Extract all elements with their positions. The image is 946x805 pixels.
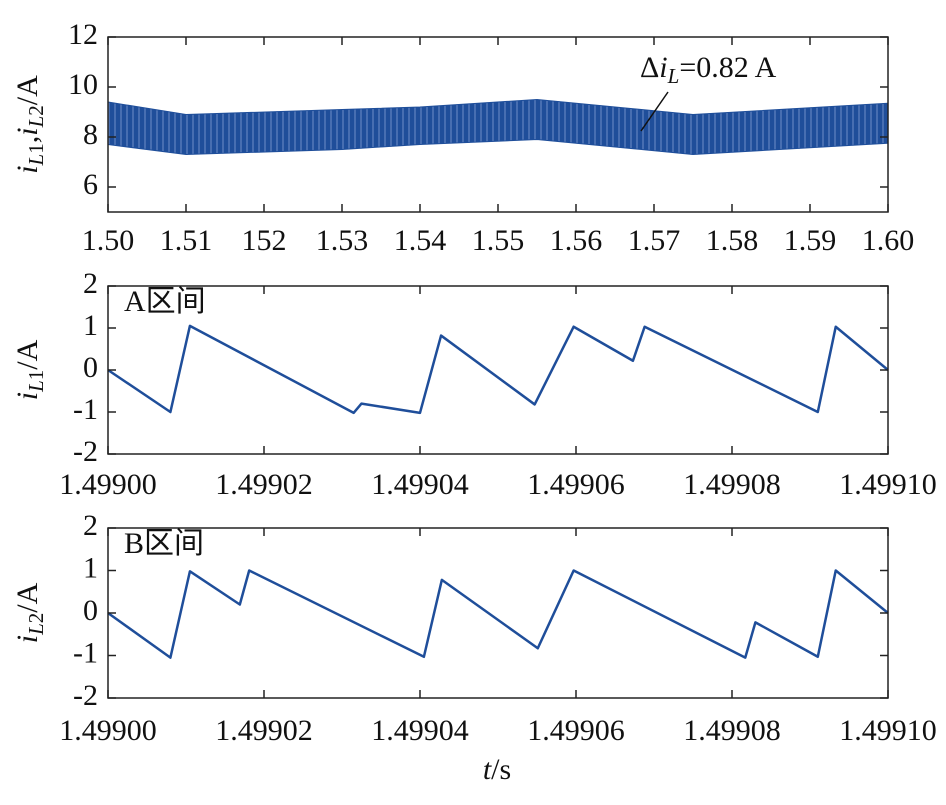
y-axis-label: iL1,iL2/A [11, 75, 48, 174]
x-tick-label: 1.57 [628, 224, 681, 257]
text-part: i [11, 392, 44, 400]
text-part: B区间 [124, 527, 204, 560]
text-part: L [24, 154, 48, 167]
x-tick-label: 1.49908 [683, 468, 781, 501]
x-tick-label: 1.49904 [371, 714, 469, 747]
x-tick-label: 152 [242, 224, 287, 257]
x-tick-label: 1.49900 [59, 468, 157, 501]
text-part: i [11, 635, 44, 643]
y-tick-label: 2 [83, 267, 98, 300]
text-part: L [24, 116, 48, 129]
x-tick-label: 1.55 [472, 224, 525, 257]
x-tick-label: 1.58 [706, 224, 759, 257]
x-tick-label: 1.49906 [527, 714, 625, 747]
y-tick-label: 0 [83, 351, 98, 384]
text-part: i [11, 165, 44, 173]
y-tick-label: -1 [73, 393, 98, 426]
x-tick-label: 1.49906 [527, 468, 625, 501]
y-tick-label: 0 [83, 594, 98, 627]
text-part: , [11, 136, 44, 144]
y-tick-label: -2 [73, 679, 98, 712]
y-tick-label: 1 [83, 309, 98, 342]
leader-line [640, 91, 669, 132]
plot-frame [107, 285, 889, 455]
annotation: A区间 [124, 285, 206, 318]
text-part: /A [11, 75, 44, 105]
ripple-band [107, 99, 889, 155]
x-tick-label: 1.56 [550, 224, 603, 257]
current-line [107, 569, 889, 659]
x-tick-label: 1.49910 [839, 468, 937, 501]
text-part: /A [11, 582, 44, 612]
annotation: B区间 [124, 527, 204, 560]
text-part: Δ [640, 51, 659, 84]
x-tick-label: 1.51 [160, 224, 213, 257]
y-axis-label: iL2/A [11, 582, 48, 643]
y-tick-label: 2 [83, 509, 98, 542]
y-tick-label: 12 [68, 18, 98, 51]
x-tick-label: 1.49904 [371, 468, 469, 501]
y-tick-label: 8 [83, 118, 98, 151]
x-tick-label: 1.60 [862, 224, 915, 257]
text-part: /A [11, 339, 44, 369]
text-part: i [11, 127, 44, 135]
text-part: 2 [24, 105, 48, 116]
text-part: L [24, 623, 48, 636]
x-tick-label: 1.53 [316, 224, 369, 257]
text-part: =0.82 A [679, 51, 776, 84]
x-tick-label: 1.49902 [215, 468, 313, 501]
x-tick-label: 1.59 [784, 224, 837, 257]
annotation: ΔiL=0.82 A [640, 51, 777, 88]
text-part: 2 [24, 613, 48, 624]
text-part: 1 [24, 370, 48, 381]
text-part: /s [491, 753, 511, 786]
x-tick-label: 1.50 [82, 224, 135, 257]
y-tick-label: 10 [68, 68, 98, 101]
x-tick-label: 1.49908 [683, 714, 781, 747]
y-tick-label: 1 [83, 551, 98, 584]
plot-frame [107, 527, 889, 699]
x-tick-label: 1.54 [394, 224, 447, 257]
y-tick-label: 6 [83, 168, 98, 201]
x-tick-label: 1.49902 [215, 714, 313, 747]
y-tick-label: -1 [73, 636, 98, 669]
x-tick-label: 1.49910 [839, 714, 937, 747]
x-axis-label: t/s [483, 753, 511, 786]
text-part: L [667, 64, 680, 88]
current-line [107, 324, 889, 415]
y-tick-label: -2 [73, 435, 98, 468]
text-part: t [483, 753, 492, 786]
x-tick-label: 1.49900 [59, 714, 157, 747]
text-part: 1 [24, 143, 48, 154]
text-part: A区间 [124, 285, 206, 318]
text-part: i [659, 51, 667, 84]
y-axis-label: iL1/A [11, 339, 48, 400]
text-part: L [24, 380, 48, 393]
